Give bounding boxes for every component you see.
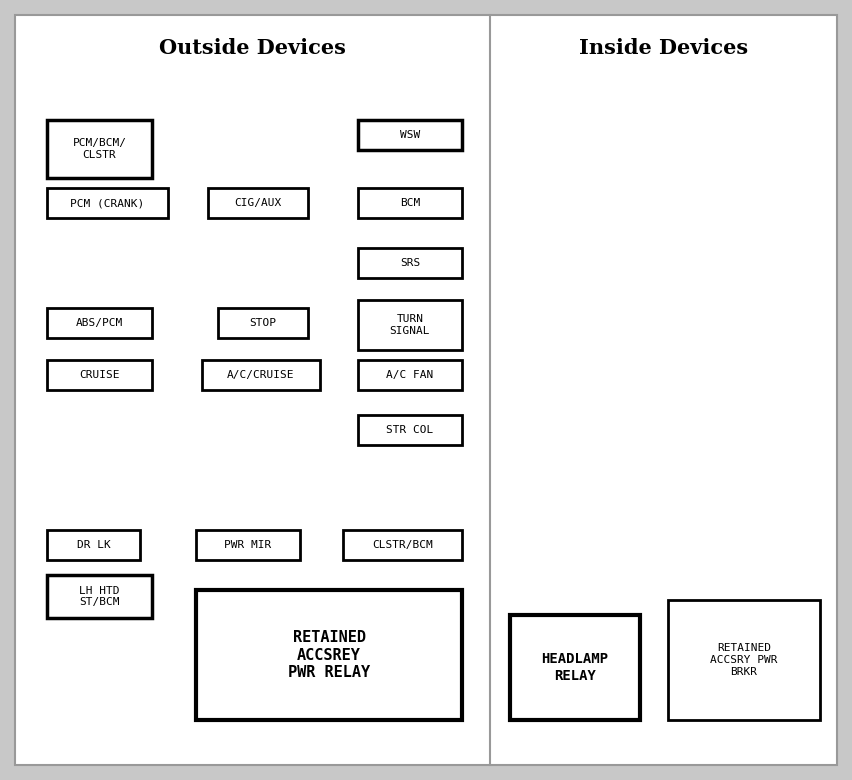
Text: ABS/PCM: ABS/PCM — [76, 318, 124, 328]
Text: LH HTD
ST/BCM: LH HTD ST/BCM — [79, 586, 120, 608]
Text: A/C FAN: A/C FAN — [386, 370, 434, 380]
Text: PWR MIR: PWR MIR — [224, 540, 272, 550]
Text: RETAINED
ACCSREY
PWR RELAY: RETAINED ACCSREY PWR RELAY — [288, 630, 370, 680]
Bar — [218, 308, 308, 338]
Text: STOP: STOP — [250, 318, 277, 328]
Bar — [202, 360, 320, 390]
Bar — [358, 360, 462, 390]
Bar — [47, 120, 152, 178]
Bar — [358, 248, 462, 278]
Bar — [47, 360, 152, 390]
Text: TURN
SIGNAL: TURN SIGNAL — [389, 314, 430, 336]
Bar — [358, 120, 462, 150]
Text: Inside Devices: Inside Devices — [579, 38, 748, 58]
Bar — [668, 600, 820, 720]
Text: RETAINED
ACCSRY PWR
BRKR: RETAINED ACCSRY PWR BRKR — [711, 644, 778, 676]
Bar — [196, 590, 462, 720]
Text: WSW: WSW — [400, 130, 420, 140]
Bar — [358, 300, 462, 350]
Bar — [358, 188, 462, 218]
Bar — [343, 530, 462, 560]
Text: CIG/AUX: CIG/AUX — [234, 198, 282, 208]
Text: BCM: BCM — [400, 198, 420, 208]
Bar — [47, 188, 168, 218]
Text: PCM/BCM/
CLSTR: PCM/BCM/ CLSTR — [72, 138, 126, 160]
Text: CRUISE: CRUISE — [79, 370, 120, 380]
Text: CLSTR/BCM: CLSTR/BCM — [372, 540, 433, 550]
Text: STR COL: STR COL — [386, 425, 434, 435]
Bar — [196, 530, 300, 560]
Bar — [208, 188, 308, 218]
Bar — [47, 308, 152, 338]
Bar — [510, 615, 640, 720]
Text: A/C/CRUISE: A/C/CRUISE — [227, 370, 295, 380]
Text: Outside Devices: Outside Devices — [159, 38, 346, 58]
Text: HEADLAMP
RELAY: HEADLAMP RELAY — [542, 652, 608, 682]
Bar — [358, 415, 462, 445]
Text: PCM (CRANK): PCM (CRANK) — [71, 198, 145, 208]
Text: SRS: SRS — [400, 258, 420, 268]
Bar — [47, 575, 152, 618]
Text: DR LK: DR LK — [77, 540, 111, 550]
Bar — [47, 530, 140, 560]
